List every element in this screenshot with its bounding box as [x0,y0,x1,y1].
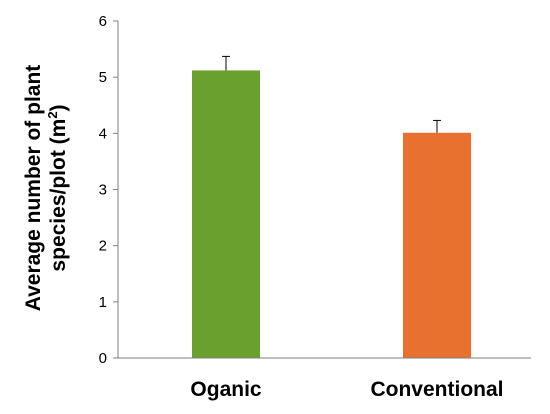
bar-0 [192,70,260,358]
y-tick-label-0: 0 [99,350,107,367]
y-axis-label-line1: Average number of plant [22,65,45,312]
y-tick-label-5: 5 [99,69,107,86]
y-axis-label-line2: species/plot (m2) [45,104,70,271]
y-tick-label-6: 6 [99,13,107,30]
x-tick-label-1: Conventional [370,378,503,401]
plot-area: 0 1 2 3 4 5 6 Oganic Conventional [99,13,531,401]
y-axis-label: Average number of plant species/plot (m2… [22,65,70,312]
bar-1 [403,132,471,358]
x-tick-label-0: Oganic [190,378,262,401]
y-tick-label-1: 1 [99,294,107,311]
y-axis-label-line2-main: species/plot (m [47,119,70,272]
y-tick-label-4: 4 [99,125,107,142]
y-tick-label-2: 2 [99,238,107,255]
y-tick-label-3: 3 [99,182,107,199]
y-axis-label-line2-end: ) [47,104,70,111]
y-axis-label-superscript: 2 [45,111,60,118]
